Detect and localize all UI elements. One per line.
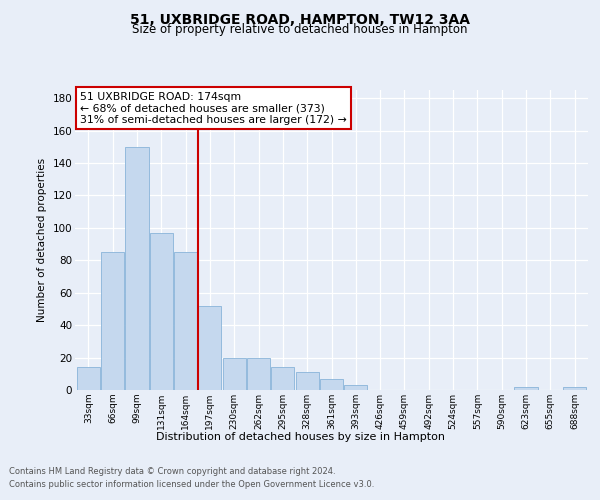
Bar: [344, 385, 367, 390]
Y-axis label: Number of detached properties: Number of detached properties: [37, 158, 47, 322]
Bar: [320, 378, 343, 390]
Bar: [563, 387, 586, 390]
Text: Contains HM Land Registry data © Crown copyright and database right 2024.: Contains HM Land Registry data © Crown c…: [9, 468, 335, 476]
Text: 51, UXBRIDGE ROAD, HAMPTON, TW12 3AA: 51, UXBRIDGE ROAD, HAMPTON, TW12 3AA: [130, 12, 470, 26]
Bar: [101, 252, 124, 390]
Bar: [271, 368, 295, 390]
Bar: [77, 368, 100, 390]
Text: Size of property relative to detached houses in Hampton: Size of property relative to detached ho…: [132, 24, 468, 36]
Text: Contains public sector information licensed under the Open Government Licence v3: Contains public sector information licen…: [9, 480, 374, 489]
Bar: [174, 252, 197, 390]
Bar: [247, 358, 270, 390]
Text: 51 UXBRIDGE ROAD: 174sqm
← 68% of detached houses are smaller (373)
31% of semi-: 51 UXBRIDGE ROAD: 174sqm ← 68% of detach…: [80, 92, 347, 124]
Bar: [514, 387, 538, 390]
Bar: [150, 232, 173, 390]
Bar: [125, 147, 149, 390]
Text: Distribution of detached houses by size in Hampton: Distribution of detached houses by size …: [155, 432, 445, 442]
Bar: [199, 306, 221, 390]
Bar: [223, 358, 246, 390]
Bar: [296, 372, 319, 390]
